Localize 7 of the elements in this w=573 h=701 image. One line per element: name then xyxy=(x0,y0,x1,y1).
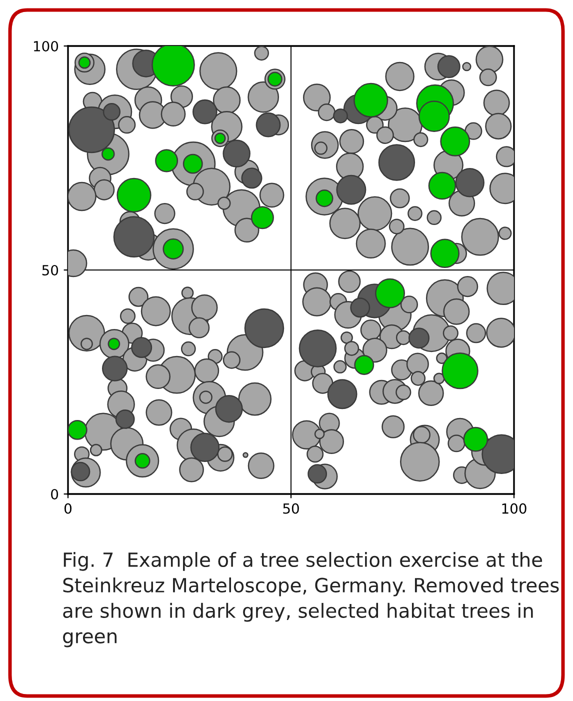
y-tick-label: 100 xyxy=(34,40,58,52)
caption: Fig. 7 Example of a tree selection exercise at the Steinkreuz Marteloscope, Germany. Removed trees are shown in dark grey, selected habitat trees in green xyxy=(63,552,559,648)
x-tick-label: 0 xyxy=(64,503,72,514)
y-tick-label: 0 xyxy=(51,488,58,500)
x-tick-label: 100 xyxy=(502,503,526,514)
y-tick-label: 50 xyxy=(42,264,58,276)
x-tick-label: 50 xyxy=(283,503,299,514)
